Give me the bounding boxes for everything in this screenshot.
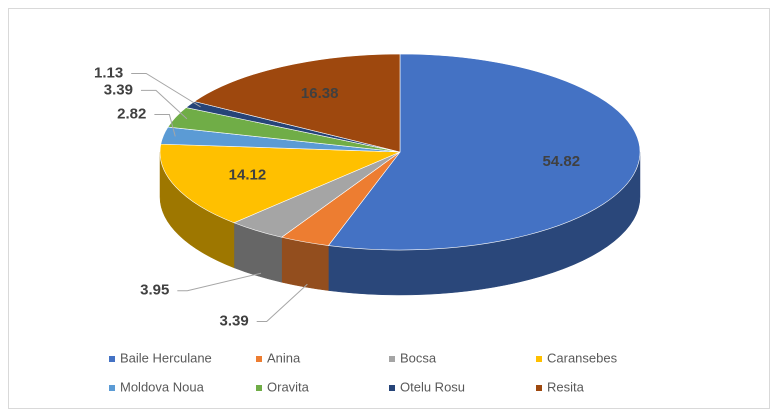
legend-swatch bbox=[536, 356, 542, 362]
legend-swatch bbox=[256, 356, 262, 362]
legend-label: Otelu Rosu bbox=[400, 379, 465, 394]
legend-label: Anina bbox=[267, 350, 301, 365]
legend-swatch bbox=[389, 385, 395, 391]
leader-line bbox=[177, 272, 262, 292]
leader-line bbox=[131, 72, 201, 108]
legend-swatch bbox=[109, 356, 115, 362]
slice bbox=[193, 53, 401, 153]
leader-line bbox=[256, 283, 308, 323]
data-label: 1.13 bbox=[94, 64, 123, 81]
data-label: 14.12 bbox=[229, 167, 267, 184]
legend-label: Oravita bbox=[267, 379, 310, 394]
data-label: 3.95 bbox=[140, 282, 169, 299]
legend-label: Baile Herculane bbox=[120, 350, 212, 365]
legend-swatch bbox=[256, 385, 262, 391]
slice-side bbox=[281, 236, 329, 291]
legend-swatch bbox=[389, 356, 395, 362]
leader-line bbox=[140, 89, 188, 120]
slice bbox=[159, 143, 401, 224]
data-label: 2.82 bbox=[117, 105, 146, 122]
legend-swatch bbox=[536, 385, 542, 391]
data-label: 16.38 bbox=[301, 85, 339, 102]
leader-line bbox=[154, 114, 176, 137]
data-label: 3.39 bbox=[220, 312, 249, 329]
legend-label: Bocsa bbox=[400, 350, 437, 365]
data-label: 54.82 bbox=[543, 153, 581, 170]
legend-label: Moldova Noua bbox=[120, 379, 205, 394]
data-label: 3.39 bbox=[104, 81, 133, 98]
legend-label: Resita bbox=[547, 379, 585, 394]
legend-label: Caransebes bbox=[547, 350, 618, 365]
slice bbox=[327, 53, 641, 251]
legend-swatch bbox=[109, 385, 115, 391]
